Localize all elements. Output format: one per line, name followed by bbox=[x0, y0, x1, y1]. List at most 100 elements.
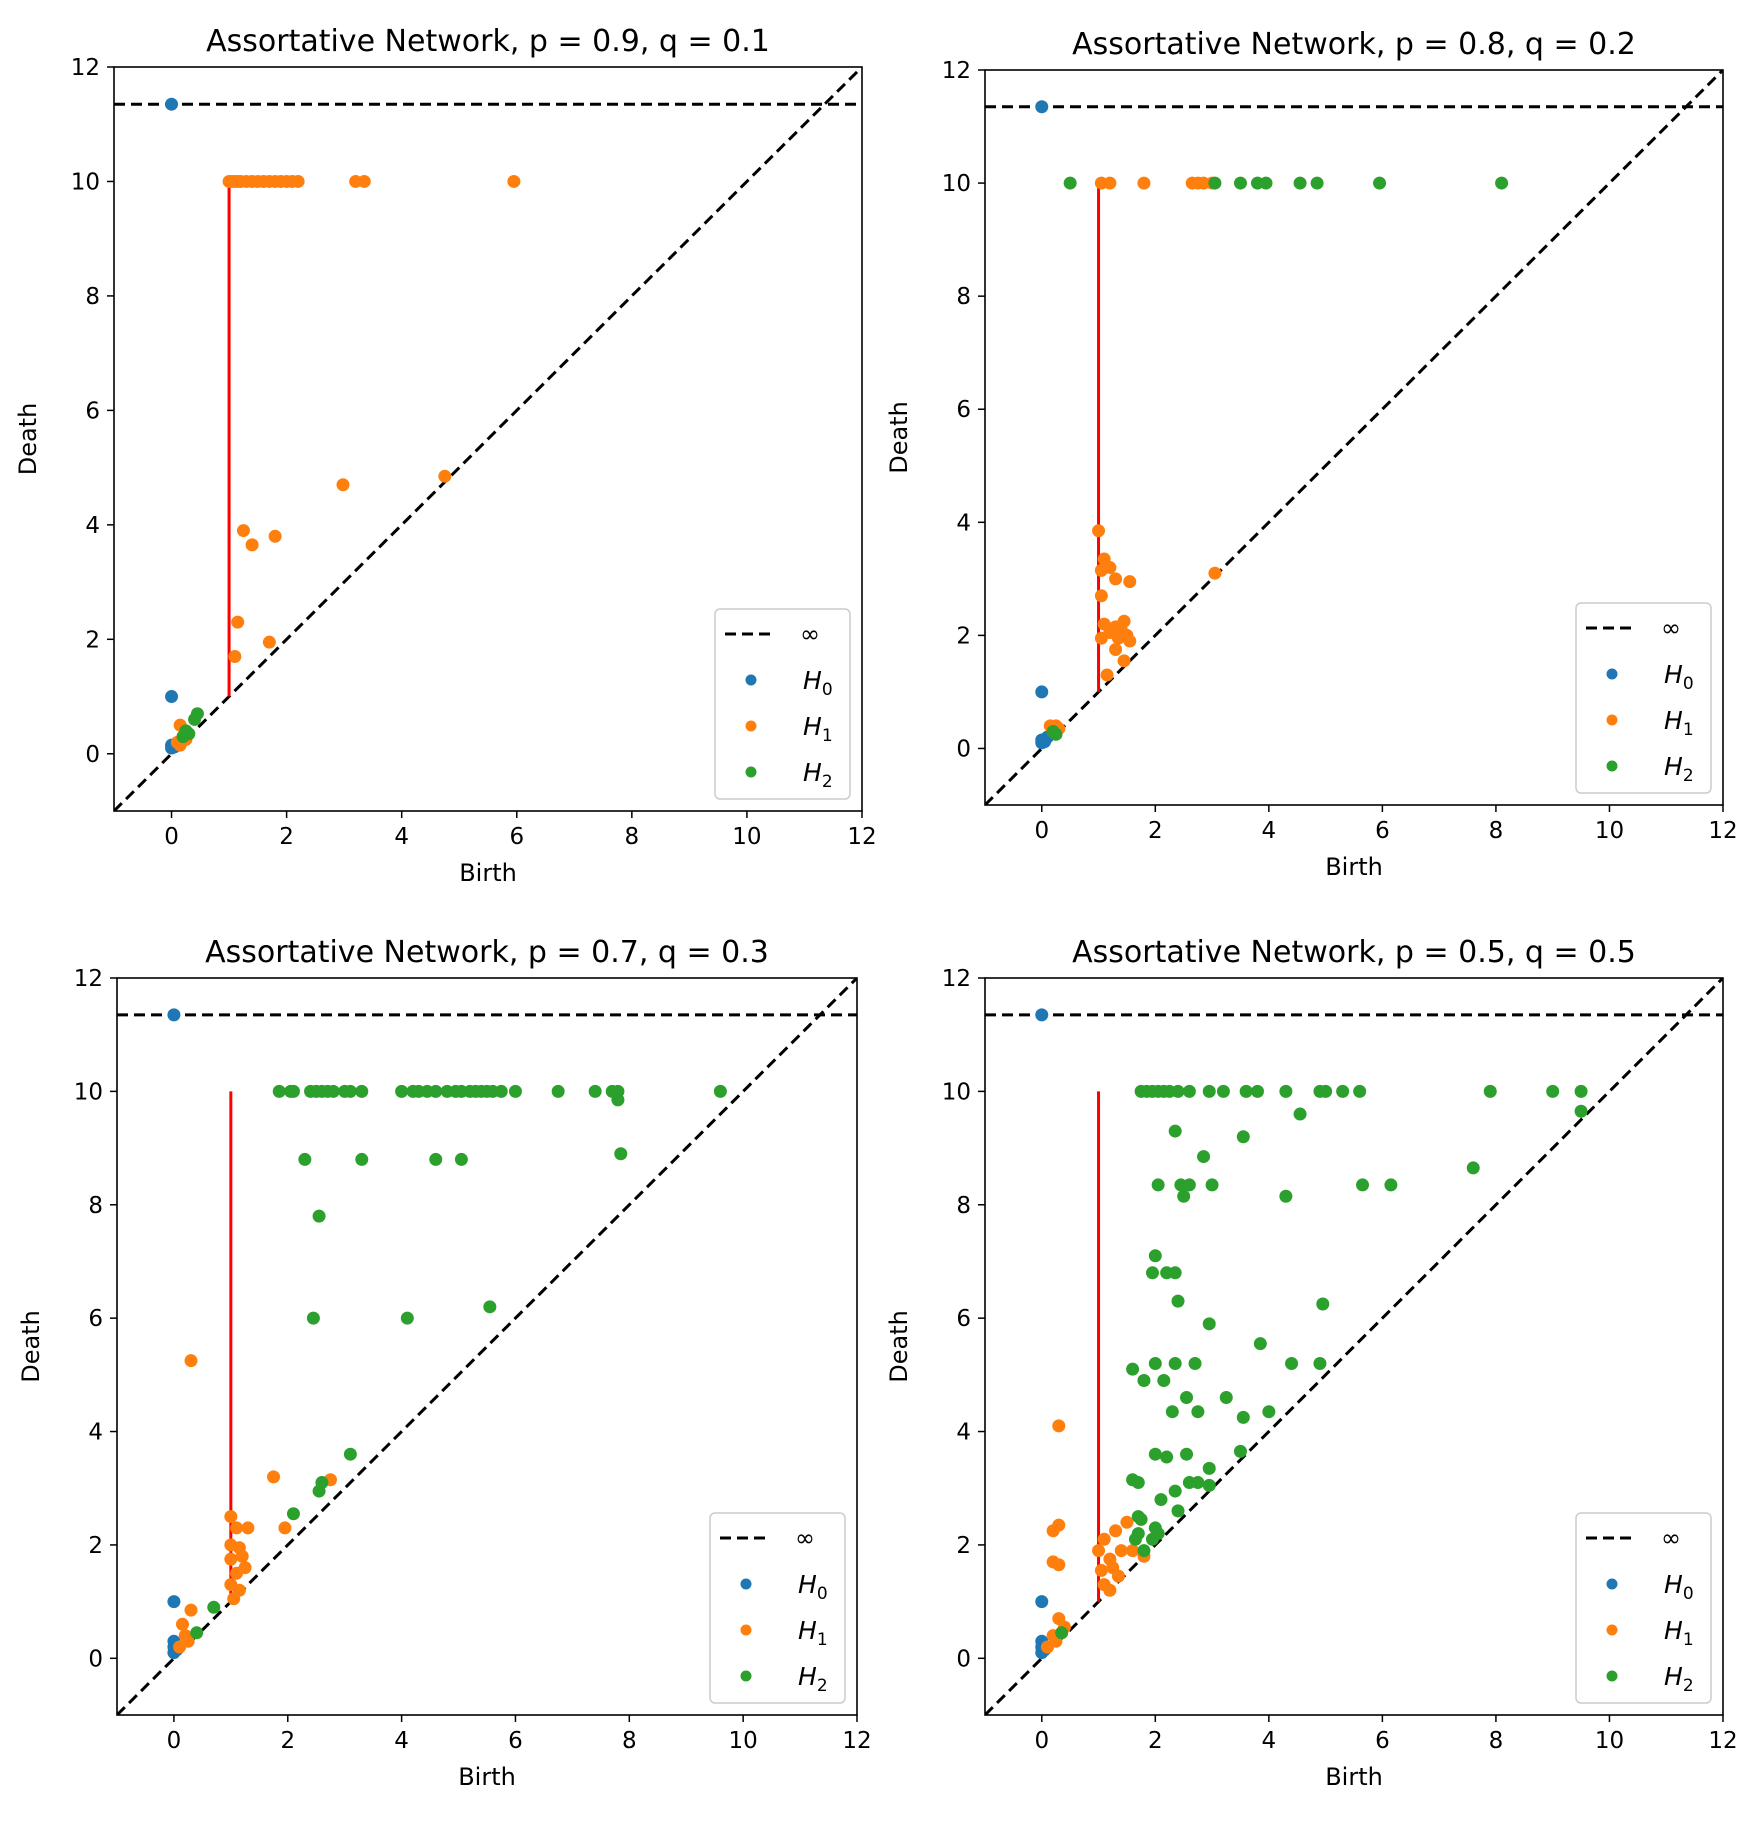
legend: ∞ H0 H1 H2 bbox=[1575, 602, 1712, 794]
point-h2 bbox=[1145, 1266, 1159, 1280]
x-tick-label: 2 bbox=[280, 1728, 295, 1754]
point-h2 bbox=[188, 712, 202, 726]
point-h2 bbox=[1126, 1362, 1140, 1376]
point-h2 bbox=[355, 1152, 369, 1166]
point-h1 bbox=[1097, 1532, 1111, 1546]
point-h2 bbox=[1546, 1084, 1560, 1098]
point-h1 bbox=[1117, 614, 1131, 628]
x-axis-label: Birth bbox=[1325, 853, 1383, 881]
point-h2 bbox=[1128, 1532, 1142, 1546]
point-h1 bbox=[173, 1640, 187, 1654]
point-h2 bbox=[1466, 1161, 1480, 1175]
y-tick-label: 2 bbox=[85, 627, 100, 653]
x-tick-label: 12 bbox=[1708, 1728, 1737, 1754]
y-tick-label: 4 bbox=[85, 513, 100, 539]
y-tick-label: 0 bbox=[88, 1646, 103, 1672]
point-h1 bbox=[1111, 1569, 1125, 1583]
point-h2 bbox=[1356, 1178, 1370, 1192]
point-h2 bbox=[1319, 1084, 1333, 1098]
chart-title: Assortative Network, p = 0.8, q = 0.2 bbox=[1072, 27, 1636, 62]
point-h2 bbox=[1197, 1150, 1211, 1164]
point-h2 bbox=[355, 1084, 369, 1098]
point-h2 bbox=[312, 1209, 326, 1223]
x-axis-label: Birth bbox=[458, 1763, 516, 1791]
y-tick-label: 8 bbox=[85, 284, 100, 310]
point-h1 bbox=[267, 1470, 281, 1484]
point-h2 bbox=[1151, 1178, 1165, 1192]
x-tick-label: 6 bbox=[508, 1728, 523, 1754]
legend-box bbox=[1575, 1512, 1712, 1704]
x-tick-label: 12 bbox=[1708, 818, 1737, 844]
point-h1 bbox=[357, 174, 371, 188]
y-tick-label: 6 bbox=[85, 398, 100, 424]
point-h2 bbox=[1168, 1266, 1182, 1280]
y-tick-label: 10 bbox=[942, 1079, 971, 1105]
x-tick-label: 12 bbox=[842, 1728, 871, 1754]
x-tick-label: 6 bbox=[509, 824, 524, 850]
point-h1 bbox=[235, 1549, 249, 1563]
point-h2 bbox=[1373, 176, 1387, 190]
point-h2 bbox=[1055, 1626, 1069, 1640]
legend-marker-h0 bbox=[1606, 1578, 1618, 1590]
point-h2 bbox=[1285, 1357, 1299, 1371]
point-h2 bbox=[1310, 176, 1324, 190]
axes-frame bbox=[984, 977, 1724, 1716]
y-tick-label: 2 bbox=[956, 1533, 971, 1559]
legend-marker-h2 bbox=[1606, 760, 1618, 772]
point-h2 bbox=[713, 1084, 727, 1098]
point-h2 bbox=[1202, 1461, 1216, 1475]
point-h2 bbox=[1253, 1337, 1267, 1351]
point-h2 bbox=[1191, 1476, 1205, 1490]
legend-marker-h1 bbox=[1606, 714, 1618, 726]
point-h2 bbox=[1148, 1249, 1162, 1263]
point-h2 bbox=[1353, 1084, 1367, 1098]
point-h1 bbox=[1103, 561, 1117, 575]
x-tick-label: 6 bbox=[1375, 818, 1390, 844]
point-h2 bbox=[190, 1626, 204, 1640]
point-h1 bbox=[230, 1566, 244, 1580]
point-h0 bbox=[1035, 685, 1049, 699]
point-h2 bbox=[1145, 1532, 1159, 1546]
point-h0 bbox=[167, 1008, 181, 1022]
point-h2 bbox=[1250, 1084, 1264, 1098]
point-h2 bbox=[454, 1152, 468, 1166]
point-h0 bbox=[165, 690, 179, 704]
point-h2 bbox=[179, 724, 193, 738]
point-h1 bbox=[1120, 1515, 1134, 1529]
y-tick-label: 8 bbox=[88, 1193, 103, 1219]
chart-panel-2: Assortative Network, p = 0.8, q = 0.2 0 2 4… bbox=[885, 27, 1738, 881]
point-h2 bbox=[483, 1300, 497, 1314]
y-tick-label: 6 bbox=[956, 1306, 971, 1332]
point-h2 bbox=[1495, 176, 1509, 190]
point-h1 bbox=[1111, 631, 1125, 645]
point-h1 bbox=[1103, 176, 1117, 190]
point-h2 bbox=[1049, 727, 1063, 741]
point-h2 bbox=[588, 1084, 602, 1098]
point-h2 bbox=[1148, 1357, 1162, 1371]
point-h2 bbox=[551, 1084, 565, 1098]
y-tick-label: 0 bbox=[956, 1646, 971, 1672]
x-tick-label: 10 bbox=[732, 824, 761, 850]
x-tick-label: 8 bbox=[1489, 818, 1504, 844]
point-h1 bbox=[1052, 1419, 1066, 1433]
point-h2 bbox=[1171, 1084, 1185, 1098]
point-h2 bbox=[1188, 1357, 1202, 1371]
point-h2 bbox=[1293, 1107, 1307, 1121]
point-h2 bbox=[286, 1507, 300, 1521]
point-h1 bbox=[1123, 634, 1137, 648]
legend-marker-h2 bbox=[745, 766, 757, 778]
x-tick-label: 2 bbox=[1148, 818, 1163, 844]
point-h2 bbox=[1205, 1178, 1219, 1192]
x-tick-label: 4 bbox=[394, 1728, 409, 1754]
x-tick-label: 4 bbox=[1262, 1728, 1277, 1754]
point-h1 bbox=[241, 1521, 255, 1535]
point-h2 bbox=[1293, 176, 1307, 190]
point-h2 bbox=[1177, 1189, 1191, 1203]
legend-marker-h1 bbox=[740, 1624, 752, 1636]
legend-label-h0: H0 bbox=[798, 1570, 828, 1604]
point-h2 bbox=[1168, 1484, 1182, 1498]
point-h2 bbox=[1216, 1084, 1230, 1098]
point-h2 bbox=[1483, 1084, 1497, 1098]
point-h2 bbox=[1171, 1504, 1185, 1518]
